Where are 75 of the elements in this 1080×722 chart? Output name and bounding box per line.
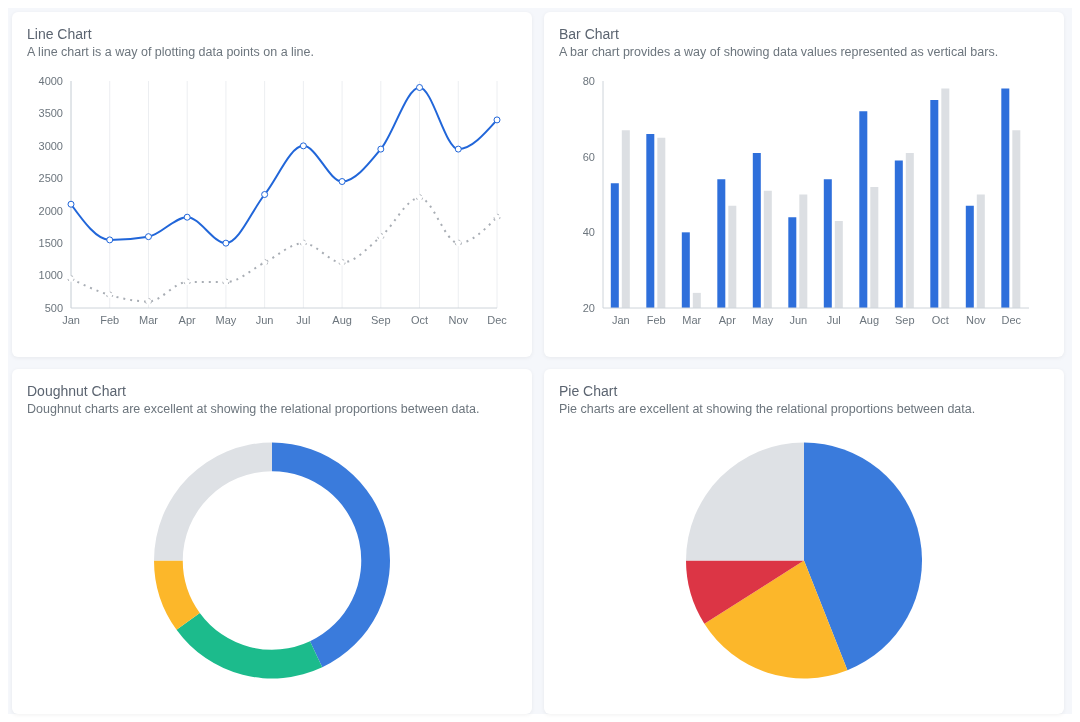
pie-slice	[686, 560, 804, 624]
point	[416, 194, 424, 202]
point	[222, 239, 230, 247]
x-tick-label: Jul	[296, 313, 311, 326]
point	[183, 213, 191, 221]
point	[106, 236, 114, 244]
x-tick-label: Feb	[100, 313, 120, 326]
chart-title: Bar Chart	[559, 26, 620, 42]
y-tick-label: 1500	[38, 237, 63, 250]
pie-slice	[686, 442, 804, 561]
point	[377, 145, 385, 153]
x-tick-label: Jul	[826, 313, 841, 326]
point	[261, 259, 269, 267]
x-tick-label: Aug	[859, 313, 880, 326]
x-tick-label: Oct	[410, 313, 429, 326]
point	[67, 275, 75, 283]
point	[106, 291, 114, 299]
chart-title: Line Chart	[27, 26, 93, 42]
donut-slice	[154, 560, 200, 630]
point	[377, 233, 385, 241]
chart-subtitle: A line chart is a way of plotting data points on a line.	[27, 45, 315, 59]
point	[493, 213, 501, 221]
point	[261, 191, 269, 198]
x-tick-label: Mar	[682, 313, 702, 326]
x-tick-label: Oct	[931, 313, 949, 326]
y-tick-label: 1000	[38, 269, 63, 282]
y-tick-label: 2000	[38, 204, 63, 217]
point	[67, 200, 75, 208]
point	[299, 142, 307, 150]
x-tick-label: Dec	[1001, 313, 1022, 326]
x-tick-label: Apr	[178, 313, 197, 326]
point	[144, 233, 152, 241]
y-tick-label: 500	[44, 301, 63, 314]
x-tick-label: May	[215, 313, 237, 326]
point	[416, 83, 424, 91]
x-tick-label: Mar	[138, 313, 159, 326]
x-tick-label: Sep	[894, 313, 915, 326]
x-tick-label: Nov	[448, 313, 469, 326]
x-tick-label: May	[752, 313, 774, 326]
chart-subtitle: Doughnut charts are excellent at showing the relational proportions between data.	[27, 402, 481, 416]
x-tick-label: Jan	[62, 313, 80, 326]
chart-title: Pie Chart	[559, 383, 619, 399]
x-tick-label: Feb	[646, 313, 666, 326]
point	[222, 278, 230, 286]
point	[338, 178, 346, 186]
x-tick-label: Dec	[487, 313, 508, 326]
point	[454, 239, 462, 247]
x-tick-label: Jan	[611, 313, 630, 326]
y-tick-label: 20	[582, 301, 595, 314]
point	[299, 239, 307, 247]
point	[454, 145, 462, 153]
y-tick-label: 2500	[38, 172, 63, 185]
y-tick-label: 40	[582, 226, 595, 239]
x-tick-label: Sep	[371, 313, 391, 326]
donut-slice	[176, 612, 323, 679]
y-tick-label: 3000	[38, 139, 63, 152]
y-tick-label: 80	[582, 74, 595, 87]
y-tick-label: 60	[582, 150, 595, 163]
pie-slice	[804, 442, 922, 671]
point	[493, 116, 501, 124]
donut-slice	[272, 442, 390, 668]
chart-title: Doughnut Chart	[27, 383, 127, 399]
y-tick-label: 3500	[38, 107, 63, 120]
chart-subtitle: A bar chart provides a way of showing data values represented as vertical bars.	[559, 45, 1000, 59]
x-tick-label: Apr	[718, 313, 737, 326]
x-tick-label: Nov	[965, 313, 987, 326]
x-tick-label: Jun	[789, 313, 808, 326]
x-tick-label: Aug	[332, 313, 352, 326]
point	[144, 298, 152, 306]
chart-subtitle: Pie charts are excellent at showing the relational proportions between data.	[559, 402, 977, 416]
point	[183, 278, 191, 286]
pie-slice	[704, 560, 848, 679]
x-tick-label: Jun	[255, 313, 274, 326]
donut-slice	[154, 442, 272, 561]
y-tick-label: 4000	[38, 74, 63, 87]
